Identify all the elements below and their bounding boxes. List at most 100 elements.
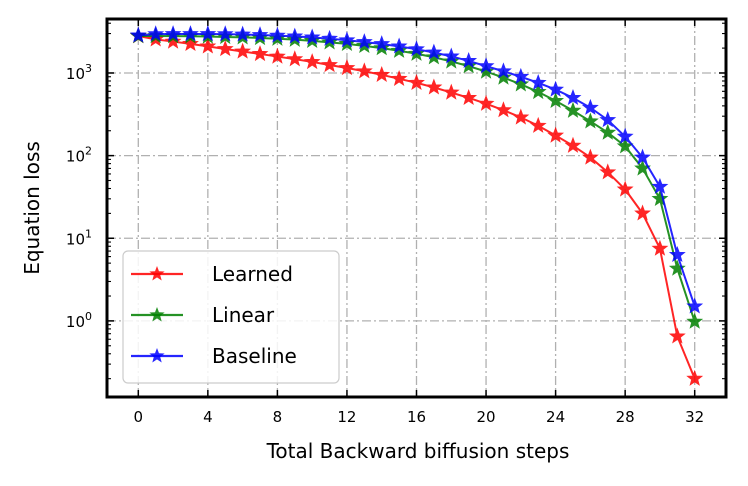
data-point (425, 43, 443, 60)
data-point (668, 259, 686, 276)
data-point (164, 25, 182, 42)
x-tick-label: 4 (203, 408, 213, 426)
legend-label-linear: Linear (212, 303, 275, 327)
data-point (251, 26, 269, 43)
data-point (442, 83, 460, 100)
data-point (268, 26, 286, 43)
data-point (616, 180, 634, 197)
x-tick-label: 0 (134, 408, 144, 426)
data-point (495, 68, 512, 85)
data-point (268, 47, 286, 64)
data-point (512, 67, 530, 84)
data-point (581, 112, 599, 129)
data-point (599, 123, 617, 140)
x-tick-label: 28 (616, 408, 635, 426)
data-point (182, 35, 199, 52)
data-point (564, 101, 582, 118)
data-point (286, 27, 304, 44)
legend-label-baseline: Baseline (212, 344, 297, 368)
data-point (199, 25, 217, 42)
data-point (512, 108, 530, 125)
x-tick-label: 8 (273, 408, 283, 426)
data-point (460, 89, 478, 106)
data-point (651, 239, 669, 256)
series-learned (129, 27, 704, 386)
data-point (199, 37, 217, 54)
data-point (529, 116, 547, 133)
data-point (651, 177, 669, 194)
data-point (460, 52, 478, 69)
data-point (547, 126, 565, 143)
data-point (355, 33, 373, 50)
data-point (147, 25, 165, 42)
data-point (182, 25, 199, 42)
data-point (599, 111, 617, 128)
data-point (495, 101, 512, 118)
x-tick-label: 16 (407, 408, 426, 426)
data-point (321, 56, 338, 73)
data-point (303, 53, 321, 70)
data-point (373, 35, 391, 52)
legend-marker-linear (149, 307, 165, 322)
y-tick-label: 101 (66, 227, 92, 248)
data-point (564, 136, 582, 153)
data-point (216, 40, 234, 57)
plot-frame (105, 17, 728, 399)
data-point (390, 37, 408, 54)
series-layer (129, 25, 704, 386)
data-point (408, 73, 425, 90)
data-point (442, 47, 460, 64)
data-point (529, 73, 547, 90)
data-point (251, 45, 269, 62)
data-point (599, 163, 617, 180)
data-point (616, 127, 634, 144)
data-point (686, 369, 704, 386)
data-point (477, 94, 495, 111)
data-point (581, 148, 599, 165)
data-point (512, 75, 530, 92)
data-point (408, 40, 425, 57)
legend: Learned Linear Baseline (122, 250, 340, 384)
y-tick-label: 100 (66, 310, 92, 331)
data-point (234, 42, 252, 59)
x-tick-label: 24 (546, 408, 565, 426)
data-point (390, 69, 408, 86)
data-point (686, 297, 704, 314)
data-point (338, 59, 356, 76)
data-point (216, 25, 234, 42)
data-point (477, 57, 495, 74)
y-axis-label: Equation loss (20, 141, 44, 275)
legend-marker-baseline (149, 348, 165, 363)
data-point (634, 204, 651, 221)
series-baseline (129, 25, 704, 314)
data-point (547, 91, 565, 109)
data-point (373, 65, 391, 82)
data-point (581, 98, 599, 115)
legend-box (122, 250, 340, 384)
x-tick-label: 32 (685, 408, 704, 426)
data-point (547, 80, 565, 97)
x-axis-label: Total Backward biffusion steps (266, 439, 570, 463)
data-point (234, 25, 252, 42)
data-point (495, 62, 512, 79)
data-point (529, 83, 547, 100)
data-point (129, 26, 147, 43)
legend-label-learned: Learned (212, 262, 293, 286)
data-point (634, 148, 651, 165)
y-tick-label: 103 (66, 62, 92, 83)
data-point (425, 78, 443, 95)
data-point (338, 31, 356, 48)
data-point (286, 50, 304, 67)
data-point (355, 62, 373, 79)
data-point (686, 312, 704, 329)
data-point (668, 245, 686, 263)
data-point (303, 28, 321, 45)
legend-marker-learned (149, 266, 165, 281)
x-tick-label: 20 (477, 408, 496, 426)
data-point (564, 89, 582, 106)
y-tick-label: 102 (66, 145, 92, 166)
data-point (164, 32, 182, 49)
data-point (668, 327, 686, 344)
data-point (651, 189, 669, 207)
